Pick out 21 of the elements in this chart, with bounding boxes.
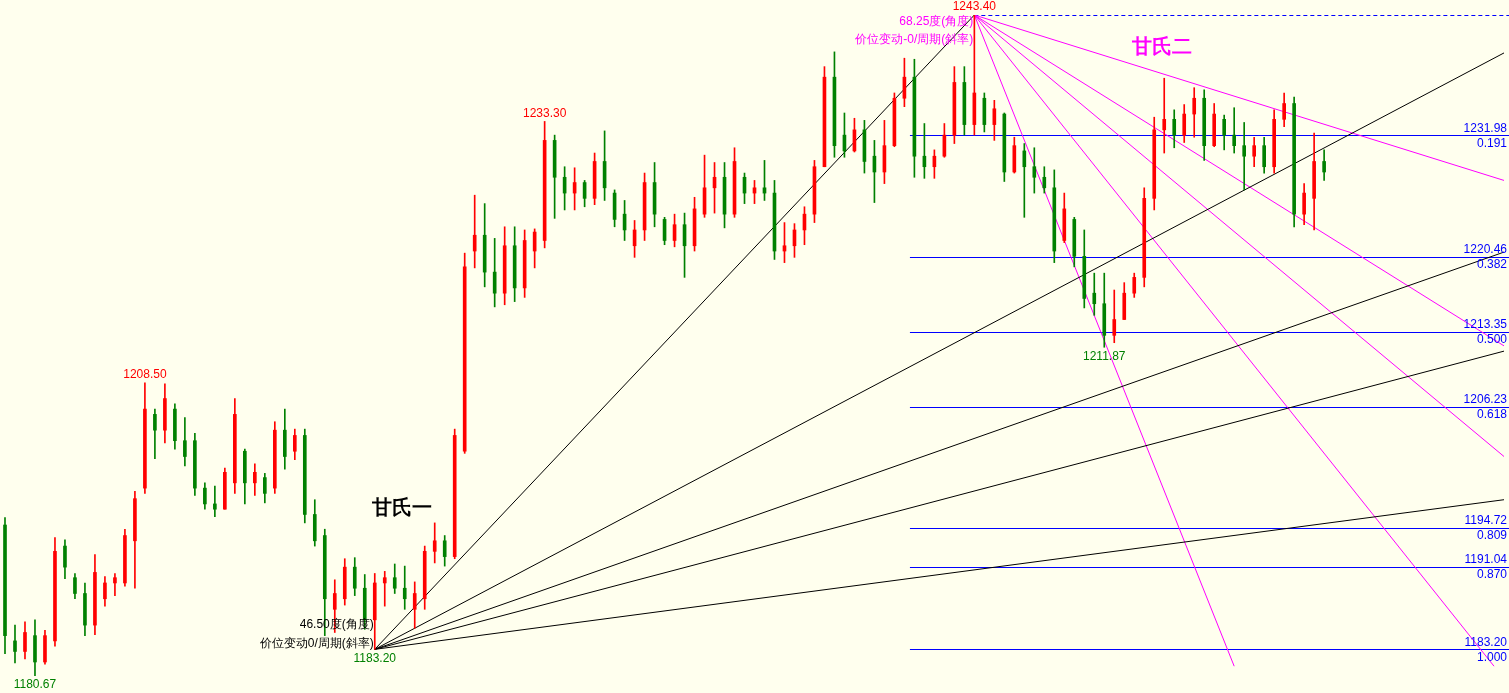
ref-line-label: 1191.04 <box>1464 552 1508 567</box>
ref-line-label: 1220.46 <box>1463 242 1508 257</box>
annotation: 0.870 <box>1476 567 1508 582</box>
ref-line-label: 1231.98 <box>1463 120 1508 135</box>
annotation: 0.618 <box>1476 406 1508 421</box>
text: 1233.30 <box>522 105 567 120</box>
text: 1183.20 <box>353 650 396 665</box>
ref-line-label: 1206.23 <box>1463 391 1508 406</box>
annotation: 0.191 <box>1476 135 1508 150</box>
text: 1243.40 <box>952 0 997 14</box>
annotation: 价位变动0/周期(斜率) <box>258 635 374 650</box>
annotation: 0.382 <box>1476 257 1508 272</box>
series-label: 甘氏二 <box>1131 34 1193 57</box>
annotation: 0.809 <box>1476 528 1508 543</box>
text: 1211.87 <box>1083 348 1126 363</box>
annotation: 价位变动-0/周期(斜率) <box>854 32 974 47</box>
text: 1208.50 <box>123 367 167 382</box>
text: 1180.67 <box>13 677 57 692</box>
ref-line-label: 1194.72 <box>1464 513 1508 528</box>
annotation: 68.25度(角度) <box>899 14 974 29</box>
text: 甘氏一 <box>370 495 432 518</box>
